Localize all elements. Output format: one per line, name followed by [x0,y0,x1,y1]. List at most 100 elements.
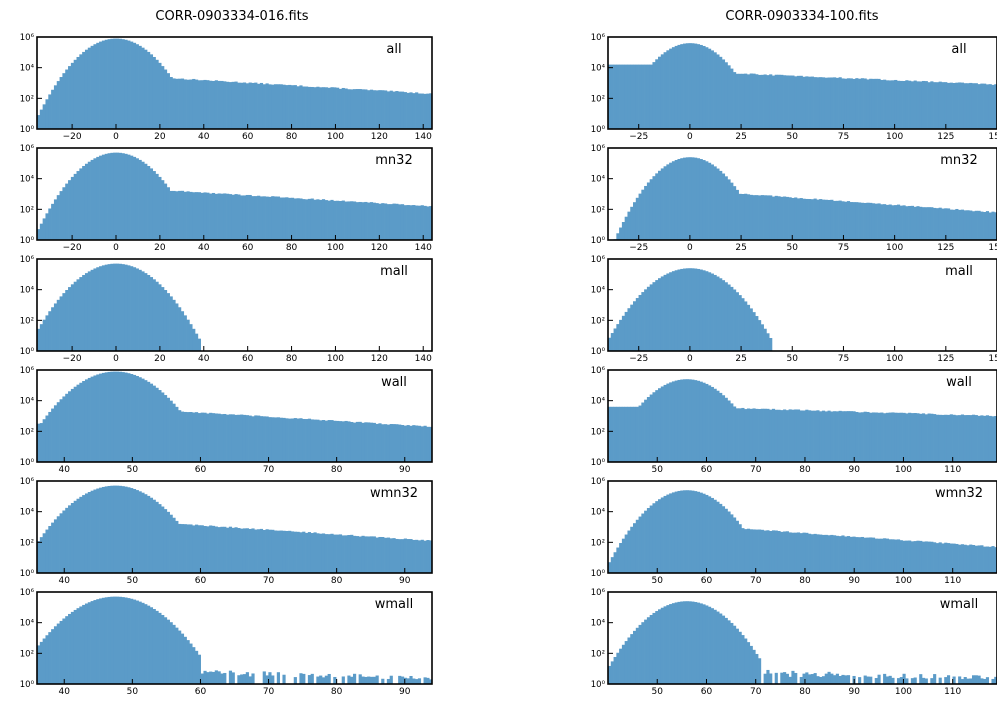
histogram-bar [955,82,959,129]
histogram-bar [896,412,901,462]
histogram-bar [696,491,701,573]
histogram-bar [655,173,659,240]
histogram-bar [79,606,83,684]
histogram-bar [980,545,984,573]
histogram-bar [977,545,981,573]
histogram-bar [327,534,331,573]
histogram-bar [158,176,162,240]
histogram-bar [966,83,970,129]
histogram-bar [874,203,878,240]
histogram-bar [894,412,898,462]
histogram-bar [930,81,934,129]
histogram-bar [42,319,46,351]
y-tick-label: 10⁰ [591,458,606,468]
histogram-bar [53,199,58,240]
histogram-bar [674,380,678,462]
histogram-bar [658,278,662,351]
histogram-bar [389,424,393,462]
histogram-bar [324,534,328,573]
histogram-bar [415,205,419,240]
histogram-bar [79,54,83,129]
histogram-bar [375,423,379,462]
histogram-bar [285,85,289,129]
histogram-bar [70,284,75,351]
histogram-bar [226,527,230,573]
histogram-bar [130,41,134,130]
histogram-bar [412,539,416,573]
histogram-bar [124,597,128,684]
histogram-bar [785,673,789,684]
histogram-bar [276,530,280,573]
histogram-bar [646,64,651,129]
histogram-bar [76,608,80,684]
x-tick-label: 0 [113,243,119,253]
histogram-bar [121,264,125,351]
histogram-bar [186,319,190,351]
histogram-bar [327,673,331,684]
histogram-bar [635,197,639,240]
histogram-bar [48,208,52,240]
histogram-bar [62,396,66,462]
histogram-bar [827,410,831,462]
histogram-bar [96,374,100,462]
histogram-bar [613,406,617,462]
histogram-bar [417,540,422,573]
histogram-bar [87,161,91,240]
histogram-bar [350,421,354,462]
histogram-bar [347,89,351,129]
x-tick-label: 50 [127,465,139,475]
histogram-bar [59,513,63,573]
histogram-bar [783,409,787,462]
histogram-bar [921,677,926,684]
histogram-bar [381,424,385,462]
histogram-bar [254,196,258,240]
histogram-bar [412,205,416,240]
histogram-bar [375,90,379,129]
histogram-bar [816,534,820,573]
histogram-bar [59,399,63,462]
histogram-bar [82,51,86,129]
histogram-bar [381,203,385,240]
histogram-bar [327,87,331,129]
histogram-bar [296,86,300,129]
histogram-bar [974,545,978,573]
histogram-bar [666,164,670,240]
histogram-bar [147,165,151,240]
histogram-bar [296,198,300,240]
histogram-bar [386,678,391,684]
histogram-bar [135,268,139,351]
histogram-bar [805,672,809,684]
x-tick-label: 60 [701,687,713,697]
histogram-bar [234,527,238,573]
histogram-bar [178,78,182,129]
histogram-bar [708,496,712,573]
histogram-bar [113,485,117,573]
histogram-bar [141,602,145,684]
histogram-bar [616,406,620,462]
histogram-bar [226,414,230,462]
x-tick-label: 90 [399,465,411,475]
histogram-bar [730,286,734,351]
histogram-bar [671,161,676,240]
histogram-bar [702,493,706,573]
histogram-bar [90,601,94,684]
x-tick-label: 110 [944,576,961,586]
histogram-bar [93,44,97,130]
histogram-bar [791,532,795,573]
histogram-bar [841,535,845,573]
histogram-bar [130,488,134,573]
histogram-bar [417,678,422,684]
x-tick-label: 60 [195,465,207,475]
histogram-bar [338,88,343,129]
histogram-bar [384,537,388,573]
histogram-bar [178,523,182,573]
histogram-bar [141,161,145,240]
histogram-bar [65,507,69,573]
histogram-bar [755,74,759,129]
histogram-bar [783,531,787,573]
histogram-bar [977,415,981,462]
histogram-bar [398,91,402,129]
histogram-bar [741,407,745,462]
histogram-bar [835,77,839,129]
histogram-bar [242,528,247,573]
